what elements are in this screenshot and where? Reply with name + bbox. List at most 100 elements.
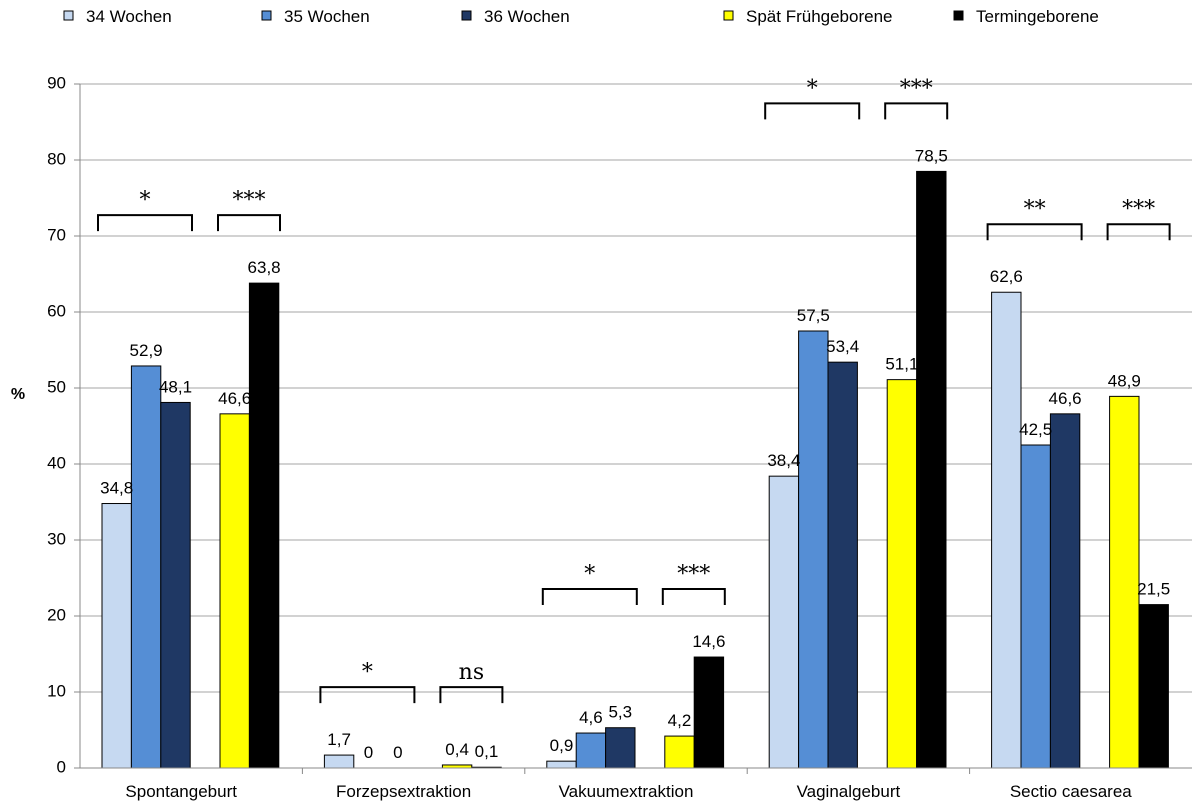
data-label: 46,6 (1049, 389, 1082, 408)
bar-1-1 (101, 503, 132, 769)
bar-4-1 (219, 413, 250, 769)
data-label: 46,6 (218, 389, 251, 408)
bar-4-5 (1109, 395, 1140, 769)
legend-label-5: Termingeborene (976, 7, 1099, 26)
bar-5-4 (916, 170, 947, 769)
data-label: 5,3 (608, 703, 632, 722)
bar-1-5 (991, 291, 1022, 769)
significance-bracket-preterm (764, 102, 861, 120)
bar-3-1 (160, 401, 191, 769)
data-label: 0 (364, 743, 373, 762)
bar-1-2 (323, 754, 355, 769)
legend-label-3: 36 Wochen (484, 7, 570, 26)
data-label: 42,5 (1019, 420, 1052, 439)
legend-swatch-4 (723, 10, 734, 21)
significance-bracket-late-vs-term (217, 214, 281, 232)
bar-2-3 (575, 732, 607, 769)
y-tick-label: 80 (47, 149, 66, 168)
category-label: Vaginalgeburt (797, 782, 901, 801)
data-label: 38,4 (767, 451, 800, 470)
bar-2-4 (798, 330, 829, 769)
legend-swatch-1 (63, 10, 74, 21)
y-tick-label: 50 (47, 377, 66, 396)
y-axis-label: % (11, 386, 25, 403)
category-labels: Spontangeburt Forzepsextraktion Vakuumextr… (125, 782, 1132, 801)
significance-bracket-preterm (541, 588, 638, 606)
legend: 34 Wochen 35 Wochen 36 Wochen Spät Frühgebo… (63, 7, 1099, 26)
y-tick-label: 10 (47, 681, 66, 700)
category-label: Vakuumextraktion (559, 782, 694, 801)
significance-bracket-late-vs-term (439, 686, 504, 704)
significance-label-preterm: ** (1024, 197, 1046, 222)
axes (79, 84, 1192, 774)
significance-label-preterm: * (362, 660, 373, 685)
y-tick-label: 40 (47, 453, 66, 472)
data-label: 0,1 (475, 742, 499, 761)
bar-4-4 (886, 379, 918, 769)
significance-label-late-vs-term: ns (459, 660, 484, 685)
significance-bracket-preterm (986, 223, 1083, 241)
data-label: 0 (393, 743, 402, 762)
significance-bracket-late-vs-term (884, 102, 949, 120)
legend-swatch-5 (953, 10, 964, 21)
significance-label-late-vs-term: *** (900, 76, 933, 101)
y-tick-label: 90 (47, 73, 66, 92)
legend-swatch-2 (261, 10, 272, 21)
category-label: Spontangeburt (125, 782, 237, 801)
bar-1-3 (546, 760, 577, 769)
data-label: 48,1 (159, 377, 192, 396)
significance-label-late-vs-term: *** (677, 562, 710, 587)
data-label: 21,5 (1137, 580, 1170, 599)
bar-4-3 (664, 735, 695, 769)
data-label: 4,6 (579, 708, 603, 727)
data-label: 78,5 (915, 146, 948, 165)
significance-label-late-vs-term: *** (1122, 197, 1155, 222)
data-label: 53,4 (826, 337, 859, 356)
bars (101, 170, 1169, 769)
bar-5-5 (1138, 604, 1169, 769)
y-tick-label: 70 (47, 225, 66, 244)
data-label: 48,9 (1108, 371, 1141, 390)
y-axis-ticks: 0 10 20 30 40 50 60 70 80 90 (47, 73, 80, 776)
data-labels: 34,8 52,9 48,1 46,6 63,8 1,7 0 0 0,4 0,1 0,9 4,6 5,3… (100, 146, 1170, 762)
bar-3-5 (1049, 413, 1081, 769)
legend-label-1: 34 Wochen (86, 7, 172, 26)
significance-label-preterm: * (584, 562, 595, 587)
bar-5-3 (693, 656, 725, 769)
data-label: 62,6 (990, 267, 1023, 286)
category-label: Forzepsextraktion (336, 782, 471, 801)
bar-2-5 (1020, 444, 1051, 769)
data-label: 0,4 (445, 740, 469, 759)
data-label: 52,9 (130, 341, 163, 360)
significance-brackets: * **** ns* **** ***** *** (97, 76, 1171, 704)
category-label: Sectio caesarea (1010, 782, 1132, 801)
y-tick-label: 60 (47, 301, 66, 320)
data-label: 57,5 (797, 306, 830, 325)
y-tick-label: 30 (47, 529, 66, 548)
data-label: 51,1 (885, 355, 918, 374)
data-label: 4,2 (668, 711, 692, 730)
significance-label-preterm: * (140, 188, 151, 213)
legend-label-4: Spät Frühgeborene (746, 7, 893, 26)
significance-bracket-preterm (319, 686, 416, 704)
data-label: 0,9 (550, 736, 574, 755)
bar-2-1 (130, 365, 162, 769)
data-label: 14,6 (692, 632, 725, 651)
bar-1-4 (768, 475, 800, 769)
legend-swatch-3 (461, 10, 472, 21)
data-label: 63,8 (248, 258, 281, 277)
data-label: 1,7 (327, 730, 351, 749)
significance-bracket-preterm (97, 214, 193, 232)
y-tick-label: 20 (47, 605, 66, 624)
bar-3-3 (605, 727, 636, 769)
significance-label-late-vs-term: *** (233, 188, 266, 213)
data-label: 34,8 (100, 479, 133, 498)
y-tick-label: 0 (57, 757, 66, 776)
bar-3-4 (827, 361, 858, 769)
legend-label-2: 35 Wochen (284, 7, 370, 26)
bar-5-1 (248, 282, 280, 769)
significance-label-preterm: * (807, 76, 818, 101)
significance-bracket-late-vs-term (661, 588, 726, 606)
significance-bracket-late-vs-term (1106, 223, 1171, 241)
